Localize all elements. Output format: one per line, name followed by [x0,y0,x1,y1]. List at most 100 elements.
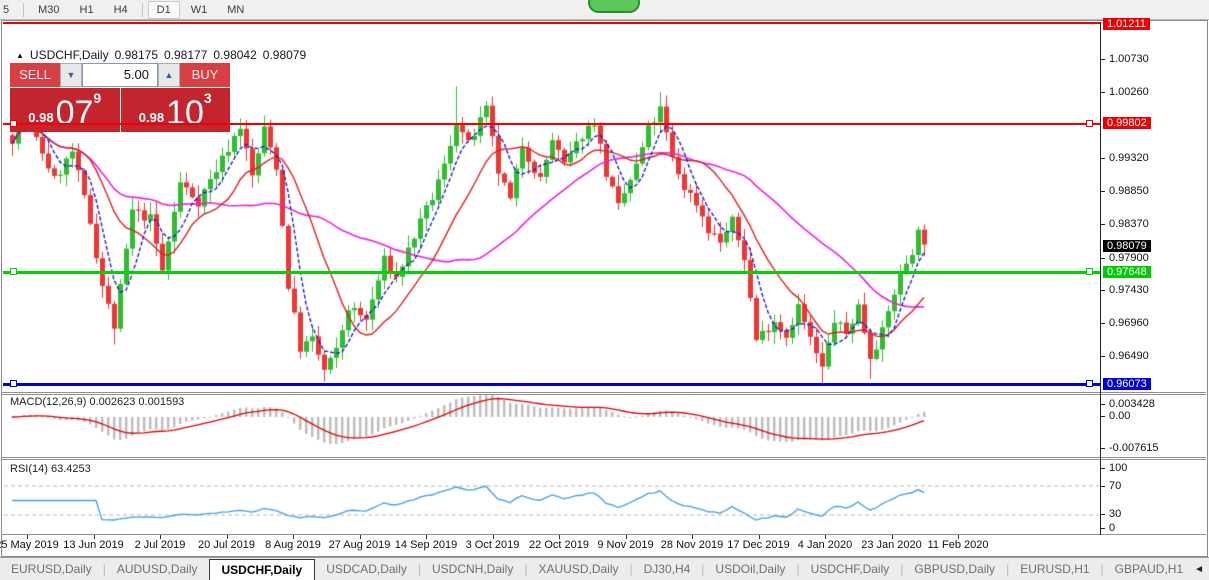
time-axis-tick [293,535,294,539]
time-axis-label: 4 Jan 2020 [797,539,853,551]
ohlc-high: 0.98177 [164,48,208,62]
ohlc-open: 0.98175 [114,48,158,62]
panel-separator[interactable] [1,457,1206,458]
timeframe-button-mn[interactable]: MN [227,3,245,16]
rsi-axis-label: 100 [1109,462,1128,474]
chart-tab-0-eurusddaily[interactable]: EURUSD,Daily [11,562,92,576]
tab-separator: | [900,562,904,576]
time-axis-tick [758,535,760,539]
time-axis-tick [426,535,427,539]
panel-separator[interactable] [1,394,1206,395]
chart-window: ▲ USDCHF,Daily 0.98175 0.98177 0.98042 0… [1,20,1208,557]
sell-price-pip: 9 [93,90,102,106]
line-handle[interactable] [1086,120,1093,127]
tab-separator: | [1006,562,1010,576]
time-axis-label: 25 May 2019 [0,539,59,551]
chart-tab-2-usdchfdaily[interactable]: USDCHF,Daily [208,558,316,580]
tab-separator: | [1100,562,1104,576]
tab-separator: | [796,562,800,576]
rsi-axis-tick [1100,486,1105,487]
time-axis-label: 9 Nov 2019 [597,539,654,551]
panel-separator[interactable] [1,459,1206,460]
price-axis-tick [1100,158,1105,159]
line-handle[interactable] [10,380,17,387]
symbol-header: ▲ USDCHF,Daily 0.98175 0.98177 0.98042 0… [16,48,306,62]
timeframe-button-h1[interactable]: H1 [79,3,94,16]
timeframe-button-d1[interactable]: D1 [147,0,180,19]
price-axis-label: 0.97900 [1109,252,1149,264]
macd-axis-label: 0.00 [1109,410,1131,422]
time-axis-tick [93,535,95,539]
price-axis-highlight-0.97648: 0.97648 [1103,266,1151,278]
volume-decrease-button[interactable]: ▼ [60,63,82,87]
line-handle[interactable] [1086,268,1093,275]
sell-button[interactable]: SELL [10,63,60,87]
price-axis-label: 1.00260 [1109,86,1149,98]
macd-axis-tick [1100,448,1105,449]
screenshot-artifact [588,0,640,13]
price-axis-label: 0.98370 [1109,218,1149,230]
time-axis-label: 8 Aug 2019 [265,539,321,551]
time-axis-label: 2 Jul 2019 [134,539,186,551]
rsi-axis-tick [1100,528,1105,529]
line-handle[interactable] [10,120,17,127]
price-axis-label: 0.96960 [1109,317,1149,329]
price-axis-tick [1100,258,1105,259]
time-axis-tick [958,535,959,539]
horizontal-line-0.99802[interactable] [3,123,1100,125]
chart-tab-6-dj30h4[interactable]: DJ30,H4 [643,562,691,576]
chart-tab-8-usdchfdaily[interactable]: USDCHF,Daily [810,562,890,576]
chart-tab-3-usdcaddaily[interactable]: USDCAD,Daily [326,562,407,576]
time-axis-label: 23 Jan 2020 [861,539,922,551]
timeframe-button-m30[interactable]: M30 [38,3,60,16]
toolbar-separator [141,2,143,17]
macd-axis-tick [1100,404,1105,405]
volume-increase-button[interactable]: ▲ [158,63,180,87]
horizontal-line-0.96073[interactable] [3,383,1100,386]
buy-price-quote[interactable]: 0.98 10 3 [120,88,230,132]
chart-tab-5-xauusddaily[interactable]: XAUUSD,Daily [538,562,619,576]
price-axis-highlight-0.99802: 0.99802 [1103,117,1151,129]
line-handle[interactable] [1086,380,1093,387]
chart-tab-10-eurusdh1[interactable]: EURUSD,H1 [1020,562,1090,576]
price-axis-tick [1100,323,1105,324]
tab-separator: | [102,562,106,576]
chart-tab-bar: EURUSD,Daily | AUDUSD,Daily USDCHF,Daily USD… [0,557,1209,580]
horizontal-line-0.97648[interactable] [3,271,1100,274]
chart-tab-11-gbpaudh1[interactable]: GBPAUD,H1 [1114,562,1184,576]
collapse-trade-panel-icon[interactable]: ▲ [16,50,24,60]
buy-button[interactable]: BUY [180,63,230,87]
price-axis-label: 0.99320 [1109,152,1149,164]
time-axis-label: 3 Oct 2019 [465,539,520,551]
rsi-label: RSI(14) 63.4253 [10,463,91,475]
chart-tab-4-usdcnhdaily[interactable]: USDCNH,Daily [432,562,514,576]
timeframe-button-5[interactable]: 5 [3,3,10,16]
macd-panel-canvas[interactable] [4,394,1101,456]
chart-tab-9-gbpusddaily[interactable]: GBPUSD,Daily [914,562,996,576]
panel-separator[interactable] [1,392,1206,393]
rsi-panel-canvas[interactable] [4,461,1101,534]
price-axis-highlight-0.98079: 0.98079 [1103,240,1151,252]
timeframe-button-h4[interactable]: H4 [113,3,128,16]
ohlc-close: 0.98079 [262,48,307,62]
one-click-trade-panel: SELL ▼ 5.00 ▲ BUY 0.98 07 9 0.98 10 [10,63,230,132]
price-axis-label: 0.98850 [1109,185,1149,197]
tab-scroll-left-icon[interactable]: ◄ [1194,563,1205,575]
time-axis-tick [559,535,560,539]
panel-separator[interactable] [1,534,1206,535]
time-axis-tick [891,535,893,539]
sell-price-quote[interactable]: 0.98 07 9 [10,88,120,132]
line-handle[interactable] [10,268,17,275]
volume-input[interactable]: 5.00 [82,63,158,87]
chart-tab-1-audusddaily[interactable]: AUDUSD,Daily [116,562,198,576]
chart-tab-7-usdoildaily[interactable]: USDOil,Daily [715,562,786,576]
price-axis-tick [1100,224,1105,225]
sell-price-prefix: 0.98 [28,110,54,125]
tab-separator: | [524,562,528,576]
macd-axis-tick [1100,416,1105,417]
time-axis-tick [359,535,361,539]
time-axis-label: 22 Oct 2019 [529,539,589,551]
horizontal-line-1.01211[interactable] [3,22,1100,24]
rsi-axis-label: 30 [1109,508,1122,520]
timeframe-button-w1[interactable]: W1 [190,3,208,16]
